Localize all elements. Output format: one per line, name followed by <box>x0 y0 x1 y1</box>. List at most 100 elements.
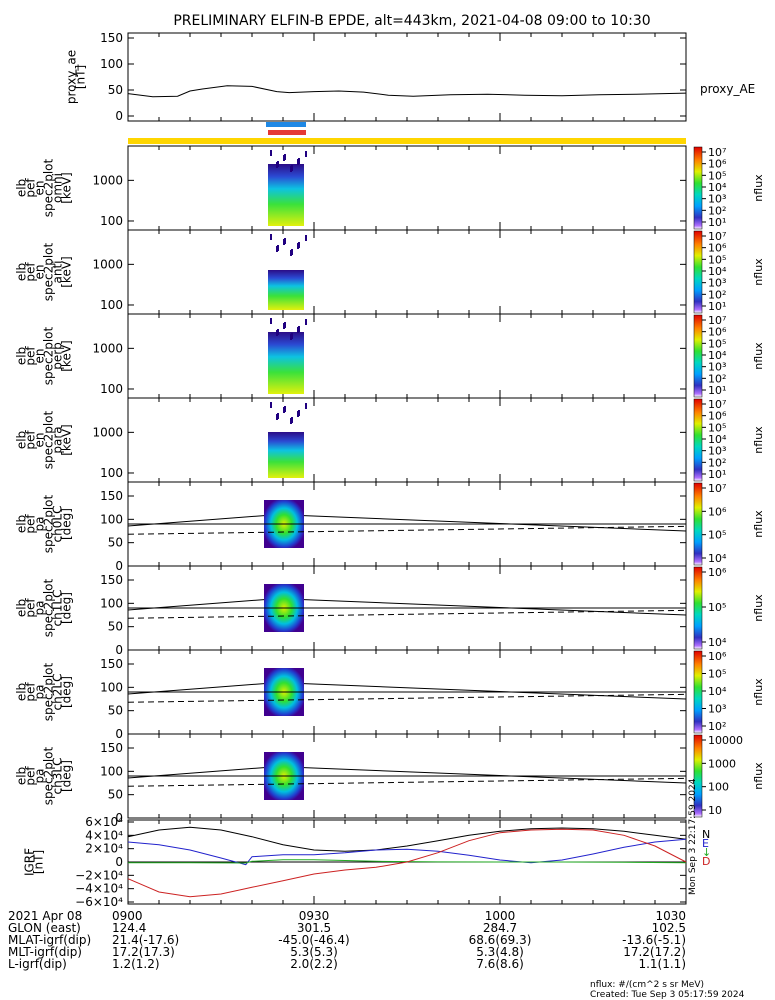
y-label-line: [keV] <box>60 256 74 287</box>
y-label-line: [deg] <box>60 592 74 624</box>
footer-value: 284.7 <box>483 921 517 935</box>
y-label-line: spec2plot <box>42 746 56 805</box>
y-tick-label: −2×10⁴ <box>75 868 123 882</box>
blue-marker-bar <box>266 122 306 127</box>
igrf-line-3 <box>127 828 687 898</box>
y-tick-label: 100 <box>100 680 123 694</box>
footer-value: 0930 <box>299 909 330 923</box>
y-label-line: anti <box>51 261 65 284</box>
time-axis-ticks <box>127 33 687 904</box>
colorbar-tick-label: 10⁶ <box>708 326 727 339</box>
sparse-pixel <box>297 243 299 249</box>
igrf-y-label: IGRF[nT] <box>23 848 46 876</box>
y-tick-label: 100 <box>100 57 123 71</box>
colorbar-tick-label: 10² <box>708 720 726 733</box>
footer-value: 1.1(1.1) <box>638 957 686 971</box>
colorbar-label: nflux <box>752 342 765 370</box>
anti-loss-cone-line <box>127 777 687 787</box>
igrf-legend-entry: E <box>702 837 709 850</box>
footer-value: 5.3(4.8) <box>476 945 524 959</box>
loss-cone-line <box>303 599 687 616</box>
y-label-line: [deg] <box>60 508 74 540</box>
y-label-line: elb <box>15 599 29 617</box>
y-label-line: [keV] <box>60 172 74 203</box>
spectrogram-patch <box>268 164 304 226</box>
igrf-legend: NE↓D <box>702 828 711 868</box>
y-tick-label: 100 <box>100 596 123 610</box>
loss-cone-line <box>303 767 687 784</box>
y-label-line: [deg] <box>60 760 74 792</box>
colorbar-tick-label: 10⁴ <box>708 181 727 194</box>
y-tick-label: 100 <box>100 382 123 396</box>
footer-value: -45.0(-46.4) <box>278 933 349 947</box>
y-tick-label: 4×10⁴ <box>85 828 123 842</box>
panel-spec_para: 1001000elbpefenspec2plotpara[keV]10¹10²1… <box>15 397 765 483</box>
colorbar-strip <box>693 734 703 818</box>
colorbar-tick-label: 10⁵ <box>708 169 726 182</box>
spectrogram-patch <box>268 432 304 478</box>
colorbar-tick-label: 10³ <box>708 445 726 458</box>
colorbar-tick-label: 10⁶ <box>708 158 727 171</box>
colorbar-tick-label: 10⁶ <box>708 650 727 663</box>
sparse-pixel <box>276 246 278 252</box>
side-timestamp: Mon Sep 3 22:17:59 2024 <box>688 778 698 895</box>
colorbar-strip <box>693 566 703 650</box>
sparse-pixel <box>290 334 292 340</box>
igrf-legend-entry: N <box>702 828 710 841</box>
y-label-line: perp <box>51 342 65 370</box>
y-tick-label: 1000 <box>92 425 123 439</box>
y-label-line: [nT] <box>32 850 46 874</box>
footer-value: 1.2(1.2) <box>112 957 160 971</box>
y-label-line: pef <box>24 766 38 786</box>
y-tick-label: 0 <box>115 559 123 573</box>
y-label-line: pa <box>33 601 47 616</box>
footer-value: 102.5 <box>652 921 686 935</box>
colorbar-tick-label: 10⁷ <box>708 230 726 243</box>
y-label-line: pef <box>24 262 38 282</box>
sparse-pixel <box>276 414 278 420</box>
colorbar-tick-label: 10² <box>708 372 726 385</box>
colorbar-tick-label: 10⁴ <box>708 552 727 565</box>
orbit-markers <box>128 122 686 144</box>
y-tick-label: 150 <box>100 31 123 45</box>
colorbar-tick-label: 10³ <box>708 193 726 206</box>
sparse-pixel <box>270 402 272 408</box>
anti-loss-cone-line <box>127 525 687 535</box>
colorbar-tick-label: 10⁴ <box>708 265 727 278</box>
y-label-line: omni <box>51 173 65 203</box>
proxy-ae-y-ticks: 0 50 100 150 <box>100 31 686 123</box>
proxy-ae-line <box>127 85 687 98</box>
sparse-pixel <box>297 159 299 165</box>
colorbar-label: nflux <box>752 510 765 538</box>
footer-row-label: GLON (east) <box>8 921 81 935</box>
colorbar-tick-label: 10⁶ <box>708 242 727 255</box>
y-tick-label: −4×10⁴ <box>75 882 123 896</box>
colorbar-tick-label: 10 <box>708 804 722 817</box>
y-label-line: pef <box>24 346 38 366</box>
y-tick-label: 2×10⁴ <box>85 842 123 856</box>
sparse-pixel <box>305 235 307 241</box>
sparse-pixel <box>270 234 272 240</box>
colorbar-tick-label: 10³ <box>708 361 726 374</box>
sparse-pixel <box>305 403 307 409</box>
spectrogram-patch <box>268 270 304 310</box>
footer-value: 124.4 <box>112 921 146 935</box>
panel-spec_perp: 1001000elbpefenspec2plotperp[keV]10¹10²1… <box>15 313 765 399</box>
y-label-line: ch1LC <box>51 590 65 627</box>
panel-pa_ch2: 050100150elbpefpaspec2plotch2LC[deg]10²1… <box>15 649 765 741</box>
y-label-line: pef <box>24 682 38 702</box>
colorbar-tick-label: 10¹ <box>708 300 726 313</box>
anti-loss-cone-line <box>127 693 687 703</box>
units-note: nflux: #/(cm^2 s sr MeV) <box>590 980 704 990</box>
y-label-line: pef <box>24 430 38 450</box>
y-tick-label: 100 <box>100 466 123 480</box>
y-label-line: [keV] <box>60 340 74 371</box>
colorbar-strip <box>693 146 703 230</box>
y-label-line: spec2plot <box>42 158 56 217</box>
y-tick-label: 1000 <box>92 341 123 355</box>
colorbar-tick-label: 10⁷ <box>708 314 726 327</box>
proxy-ae-panel: 0 50 100 150 proxy_ae[nT] proxy_AE <box>65 31 756 123</box>
y-tick-label: 0 <box>115 643 123 657</box>
colorbar-tick-label: 10¹ <box>708 468 726 481</box>
sparse-pixel <box>276 330 278 336</box>
